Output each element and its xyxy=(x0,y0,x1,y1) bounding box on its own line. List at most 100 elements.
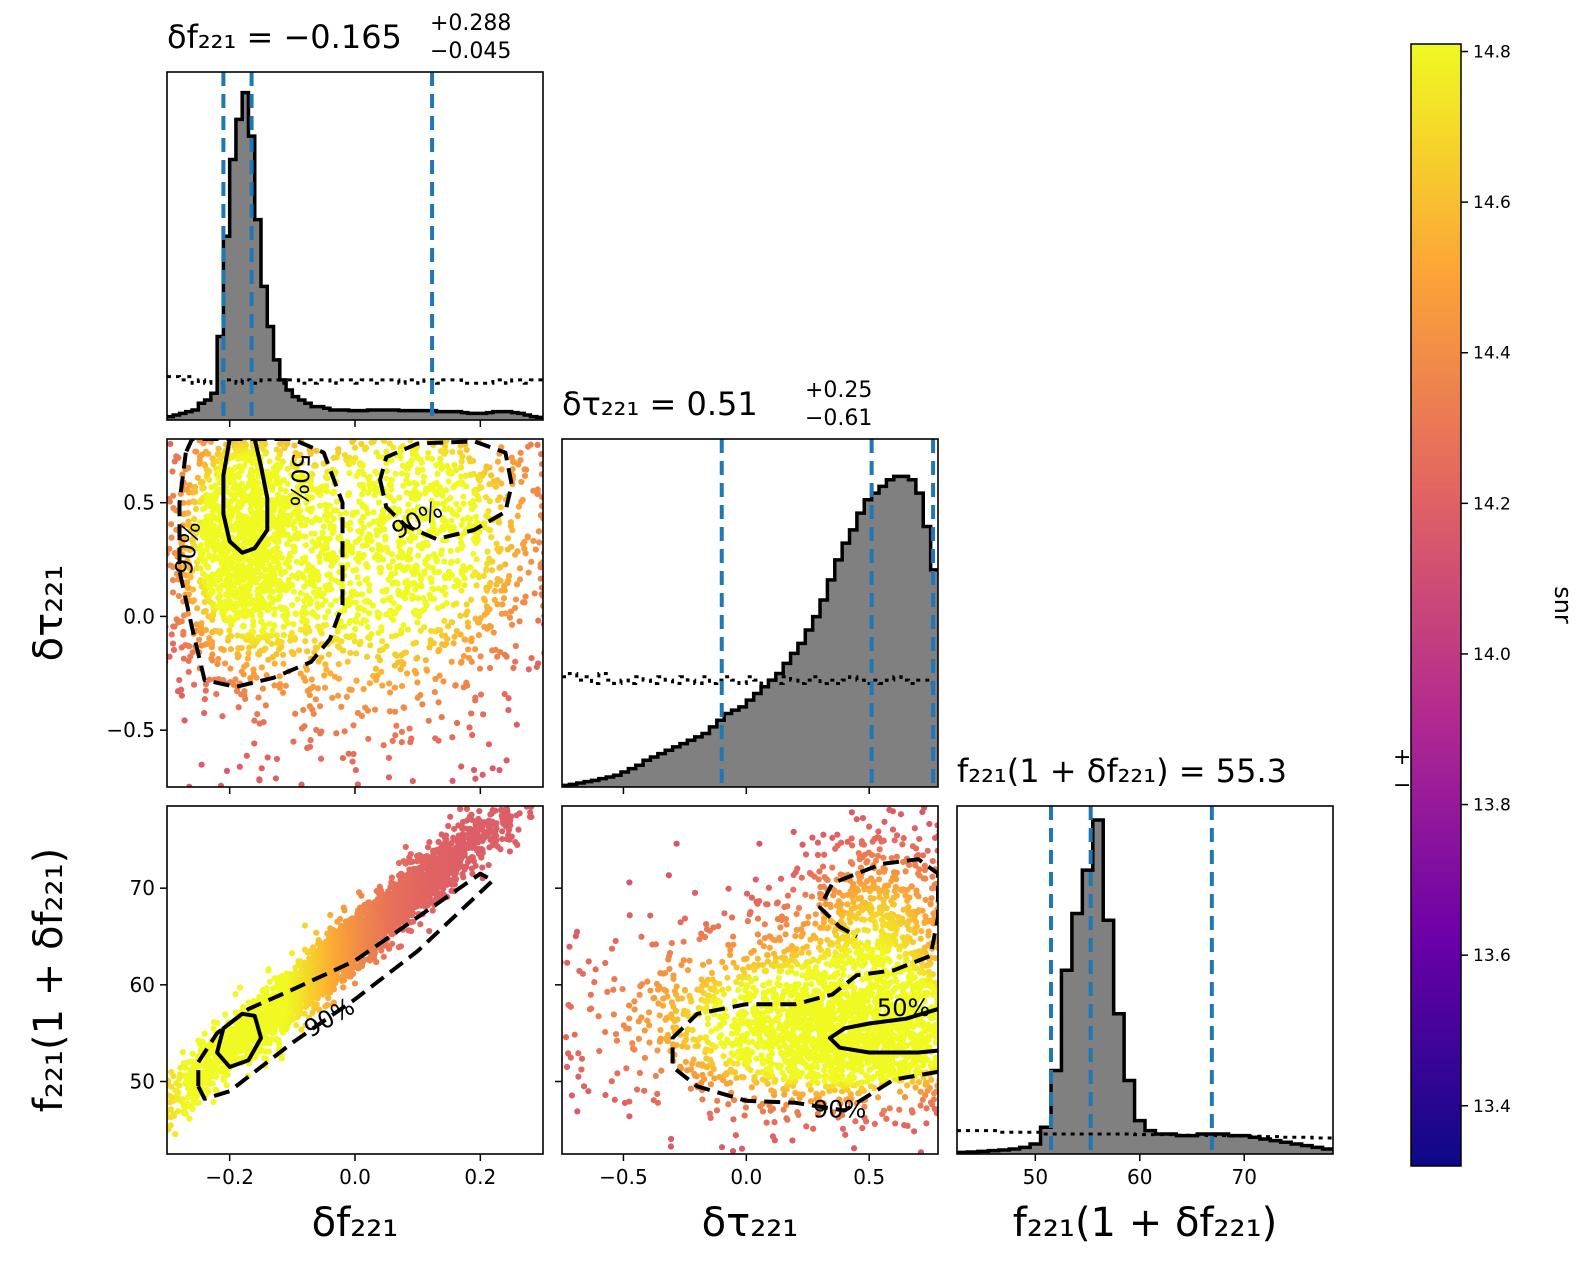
scatter-point xyxy=(330,507,337,514)
scatter-point xyxy=(171,623,178,630)
scatter-point xyxy=(250,670,257,678)
scatter-point xyxy=(428,627,435,635)
scatter-point xyxy=(441,517,449,524)
scatter-point xyxy=(342,918,349,925)
scatter-point xyxy=(350,750,357,758)
scatter-point xyxy=(481,623,488,630)
scatter-point xyxy=(298,532,305,540)
scatter-point xyxy=(436,646,443,653)
scatter-point xyxy=(345,490,353,497)
scatter-point xyxy=(408,735,415,742)
scatter-point xyxy=(254,499,261,506)
scatter-point xyxy=(373,488,380,495)
scatter-point xyxy=(440,500,447,508)
scatter-point xyxy=(224,488,231,495)
scatter-point xyxy=(236,763,243,770)
scatter-point xyxy=(186,783,193,787)
scatter-point xyxy=(202,607,209,615)
scatter-point xyxy=(445,478,452,485)
scatter-point xyxy=(468,710,475,717)
scatter-point xyxy=(419,466,426,473)
scatter-point xyxy=(301,1010,308,1017)
scatter-point xyxy=(194,474,201,481)
scatter-point xyxy=(322,597,329,604)
scatter-point xyxy=(181,717,188,724)
scatter-point xyxy=(367,486,374,493)
scatter-point xyxy=(344,561,351,568)
scatter-point xyxy=(322,1003,329,1010)
scatter-point xyxy=(237,530,244,537)
scatter-point xyxy=(526,813,534,820)
scatter-point xyxy=(289,601,296,609)
scatter-point xyxy=(203,640,211,647)
scatter-point xyxy=(312,644,319,651)
scatter-point xyxy=(479,864,486,871)
scatter-point xyxy=(528,558,535,565)
scatter-point xyxy=(245,650,252,657)
scatter-point xyxy=(460,653,467,660)
scatter-point xyxy=(334,918,341,925)
scatter-point xyxy=(496,766,503,774)
scatter-point xyxy=(497,504,504,511)
scatter-point xyxy=(397,666,404,673)
scatter-point xyxy=(167,653,173,660)
scatter-point xyxy=(324,586,331,593)
scatter-point xyxy=(228,546,235,553)
scatter-point xyxy=(201,709,208,717)
scatter-point xyxy=(483,603,491,610)
scatter-point xyxy=(404,472,411,479)
scatter-point xyxy=(333,730,340,737)
scatter-point xyxy=(247,500,255,508)
scatter-point xyxy=(306,581,313,588)
scatter-point xyxy=(373,887,380,895)
scatter-point xyxy=(249,459,256,467)
scatter-point xyxy=(476,808,483,815)
scatter-point xyxy=(309,471,316,478)
scatter-point xyxy=(414,466,422,473)
scatter-point xyxy=(380,510,387,517)
scatter-point xyxy=(458,658,465,665)
scatter-point xyxy=(264,551,271,558)
scatter-point xyxy=(409,568,416,575)
scatter-point xyxy=(160,1108,166,1114)
scatter-point xyxy=(484,560,491,567)
scatter-point xyxy=(301,557,309,564)
scatter-point xyxy=(334,692,342,699)
scatter-point xyxy=(333,454,340,461)
scatter-point xyxy=(304,506,311,513)
scatter-point xyxy=(392,732,399,739)
scatter-point xyxy=(316,703,324,710)
scatter-point xyxy=(324,468,331,475)
scatter-point xyxy=(451,633,458,640)
scatter-point xyxy=(410,640,417,647)
scatter-point xyxy=(421,624,428,631)
scatter-point xyxy=(302,486,310,493)
scatter-point xyxy=(426,839,433,846)
scatter-point xyxy=(360,551,368,559)
scatter-point xyxy=(157,512,163,518)
scatter-point xyxy=(343,693,350,701)
scatter-point xyxy=(448,517,455,524)
scatter-point xyxy=(316,502,324,509)
scatter-point xyxy=(501,651,508,658)
scatter-point xyxy=(506,614,514,621)
scatter-point xyxy=(422,557,429,564)
scatter-point xyxy=(168,534,175,541)
scatter-point xyxy=(283,540,291,548)
scatter-point xyxy=(381,942,388,949)
scatter-point xyxy=(296,477,303,485)
scatter-point xyxy=(311,583,318,590)
scatter-point xyxy=(282,682,289,689)
scatter-point xyxy=(430,847,437,855)
scatter-point xyxy=(206,635,213,642)
scatter-point xyxy=(531,590,538,597)
scatter-point xyxy=(295,452,302,459)
scatter-point xyxy=(511,551,519,558)
scatter-point xyxy=(465,835,472,842)
scatter-point xyxy=(227,665,234,672)
scatter-point xyxy=(364,575,371,583)
scatter-point xyxy=(378,668,385,675)
scatter-point xyxy=(167,498,174,505)
scatter-point xyxy=(387,607,394,614)
scatter-point xyxy=(402,590,409,597)
